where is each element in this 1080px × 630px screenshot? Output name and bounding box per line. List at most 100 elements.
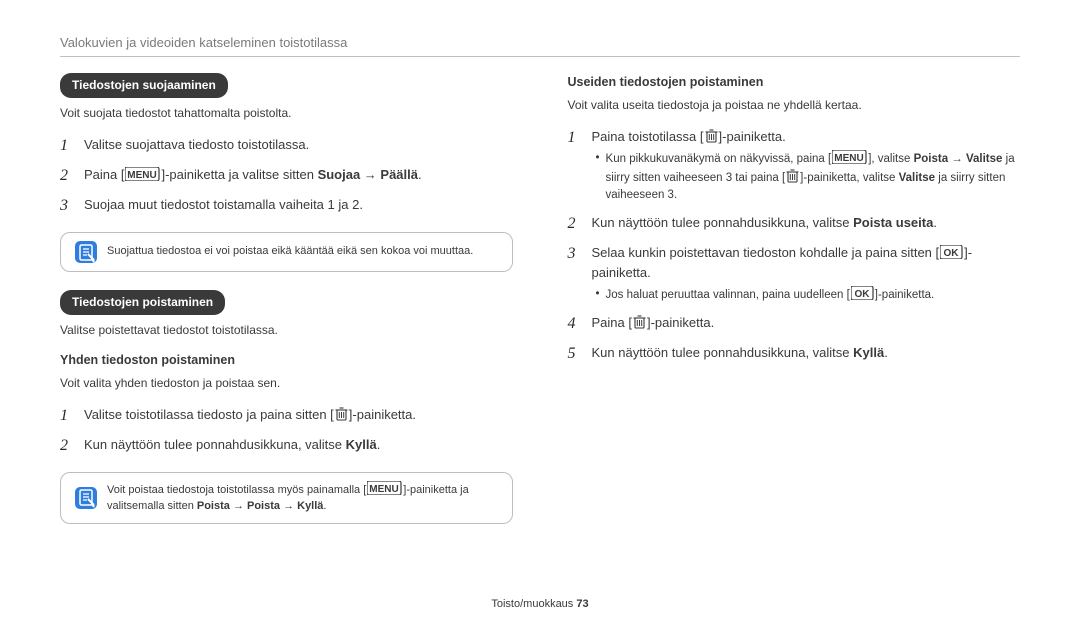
step-number: 2 [60,164,74,188]
trash-icon [335,407,348,421]
trash-icon [705,129,718,143]
step-number: 5 [568,342,582,366]
text-fragment: Paina [ [592,315,632,330]
ok-icon [851,286,874,300]
menu-icon [367,481,402,495]
page-footer: Toisto/muokkaus 73 [60,590,1020,610]
text-fragment: ], valitse [868,153,913,165]
note-text: Suojattua tiedostoa ei voi poistaa eikä … [107,244,473,260]
step-body: Kun näyttöön tulee ponnahdusikkuna, vali… [592,212,1021,233]
bold-text: Poista → Poista → Kyllä [197,500,324,512]
text-fragment: Selaa kunkin poistettavan tiedoston kohd… [592,245,940,260]
trash-icon [786,169,799,183]
bold-text: Valitse [899,172,935,184]
bold-text: Poista useita [853,215,933,230]
text-fragment: . [377,437,381,452]
delete-desc: Valitse poistettavat tiedostot toistotil… [60,321,513,339]
trash-icon [633,315,646,329]
text-fragment: Kun näyttöön tulee ponnahdusikkuna, vali… [592,345,854,360]
text-fragment: ]-painiketta, valitse [800,172,898,184]
note-icon [75,241,97,263]
text-fragment: Kun näyttöön tulee ponnahdusikkuna, vali… [84,437,346,452]
step-body: Valitse toistotilassa tiedosto ja paina … [84,404,513,425]
step-number: 1 [60,404,74,428]
subheading-single: Yhden tiedoston poistaminen [60,351,513,370]
step-item: 1 Valitse toistotilassa tiedosto ja pain… [60,404,513,428]
text-fragment: . [933,215,937,230]
text-fragment: Paina toistotilassa [ [592,129,704,144]
step-item: 3 Suojaa muut tiedostot toistamalla vaih… [60,194,513,218]
step-body: Selaa kunkin poistettavan tiedoston kohd… [592,242,1021,306]
text-fragment: ]-painiketta ja valitse sitten [161,167,317,182]
text-fragment: Paina [ [84,167,124,182]
step-body: Suojaa muut tiedostot toistamalla vaihei… [84,194,513,215]
bold-text: Kyllä [853,345,884,360]
step-body: Kun näyttöön tulee ponnahdusikkuna, vali… [592,342,1021,363]
single-desc: Voit valita yhden tiedoston ja poistaa s… [60,374,513,392]
step-number: 1 [60,134,74,158]
step-item: 2 Paina [ ]-painiketta ja valitse sitten … [60,164,513,188]
text-fragment: Kun näyttöön tulee ponnahdusikkuna, vali… [592,215,854,230]
text-fragment: . [884,345,888,360]
text-fragment: ]-painiketta. [875,289,934,301]
step-item: 1 Paina toistotilassa [ ]-painiketta. Kun… [568,126,1021,206]
sub-bullet-list: Jos haluat peruuttaa valinnan, paina uud… [596,286,1021,304]
sub-bullet: Jos haluat peruuttaa valinnan, paina uud… [596,286,1021,304]
footer-label: Toisto/muokkaus [491,598,576,610]
bold-text: Poista → Valitse [914,153,1003,165]
step-item: 2 Kun näyttöön tulee ponnahdusikkuna, va… [60,434,513,458]
note-box: Suojattua tiedostoa ei voi poistaa eikä … [60,232,513,272]
text-fragment: . [323,500,326,512]
step-number: 1 [568,126,582,150]
step-body: Paina []-painiketta. [592,312,1021,333]
protect-steps: 1 Valitse suojattava tiedosto toistotila… [60,134,513,218]
text-fragment: . [418,167,422,182]
step-body: Paina [ ]-painiketta ja valitse sitten Su… [84,164,513,185]
page-header-title: Valokuvien ja videoiden katseleminen toi… [60,35,1020,50]
step-item: 4 Paina []-painiketta. [568,312,1021,336]
content-columns: Tiedostojen suojaaminen Voit suojata tie… [60,73,1020,590]
text-fragment: ]-painiketta. [349,407,416,422]
bold-text: Kyllä [346,437,377,452]
sub-bullet-list: Kun pikkukuvanäkymä on näkyvissä, paina … [596,150,1021,204]
note-icon [75,487,97,509]
subheading-multi: Useiden tiedostojen poistaminen [568,73,1021,92]
bullet-body: Jos haluat peruuttaa valinnan, paina uud… [606,286,935,304]
multi-steps: 1 Paina toistotilassa [ ]-painiketta. Kun… [568,126,1021,367]
header-divider [60,56,1020,57]
left-column: Tiedostojen suojaaminen Voit suojata tie… [60,73,513,590]
protect-desc: Voit suojata tiedostot tahattomalta pois… [60,104,513,122]
step-number: 2 [60,434,74,458]
step-number: 3 [568,242,582,266]
step-body: Kun näyttöön tulee ponnahdusikkuna, vali… [84,434,513,455]
step-body: Valitse suojattava tiedosto toistotilass… [84,134,513,155]
section-pill-delete: Tiedostojen poistaminen [60,290,225,315]
single-steps: 1 Valitse toistotilassa tiedosto ja pain… [60,404,513,458]
text-fragment: Jos haluat peruuttaa valinnan, paina uud… [606,289,850,301]
bold-text: Suojaa → Päällä [318,167,418,182]
bullet-body: Kun pikkukuvanäkymä on näkyvissä, paina … [606,150,1020,204]
page-number: 73 [576,598,588,610]
multi-desc: Voit valita useita tiedostoja ja poistaa… [568,96,1021,114]
text-fragment: Valitse toistotilassa tiedosto ja paina … [84,407,334,422]
step-body: Paina toistotilassa [ ]-painiketta. Kun p… [592,126,1021,206]
note-text: Voit poistaa tiedostoja toistotilassa my… [107,481,498,515]
text-fragment: ]-painiketta. [719,129,786,144]
page: Valokuvien ja videoiden katseleminen toi… [0,0,1080,630]
step-item: 2 Kun näyttöön tulee ponnahdusikkuna, va… [568,212,1021,236]
sub-bullet: Kun pikkukuvanäkymä on näkyvissä, paina … [596,150,1021,204]
step-item: 1 Valitse suojattava tiedosto toistotila… [60,134,513,158]
step-number: 4 [568,312,582,336]
note-box: Voit poistaa tiedostoja toistotilassa my… [60,472,513,524]
step-item: 3 Selaa kunkin poistettavan tiedoston ko… [568,242,1021,306]
step-number: 2 [568,212,582,236]
menu-icon [125,167,160,181]
right-column: Useiden tiedostojen poistaminen Voit val… [568,73,1021,590]
section-pill-protect: Tiedostojen suojaaminen [60,73,228,98]
step-item: 5 Kun näyttöön tulee ponnahdusikkuna, va… [568,342,1021,366]
text-fragment: Voit poistaa tiedostoja toistotilassa my… [107,484,366,496]
ok-icon [940,245,963,259]
step-number: 3 [60,194,74,218]
menu-icon [832,150,867,164]
text-fragment: Kun pikkukuvanäkymä on näkyvissä, paina … [606,153,832,165]
